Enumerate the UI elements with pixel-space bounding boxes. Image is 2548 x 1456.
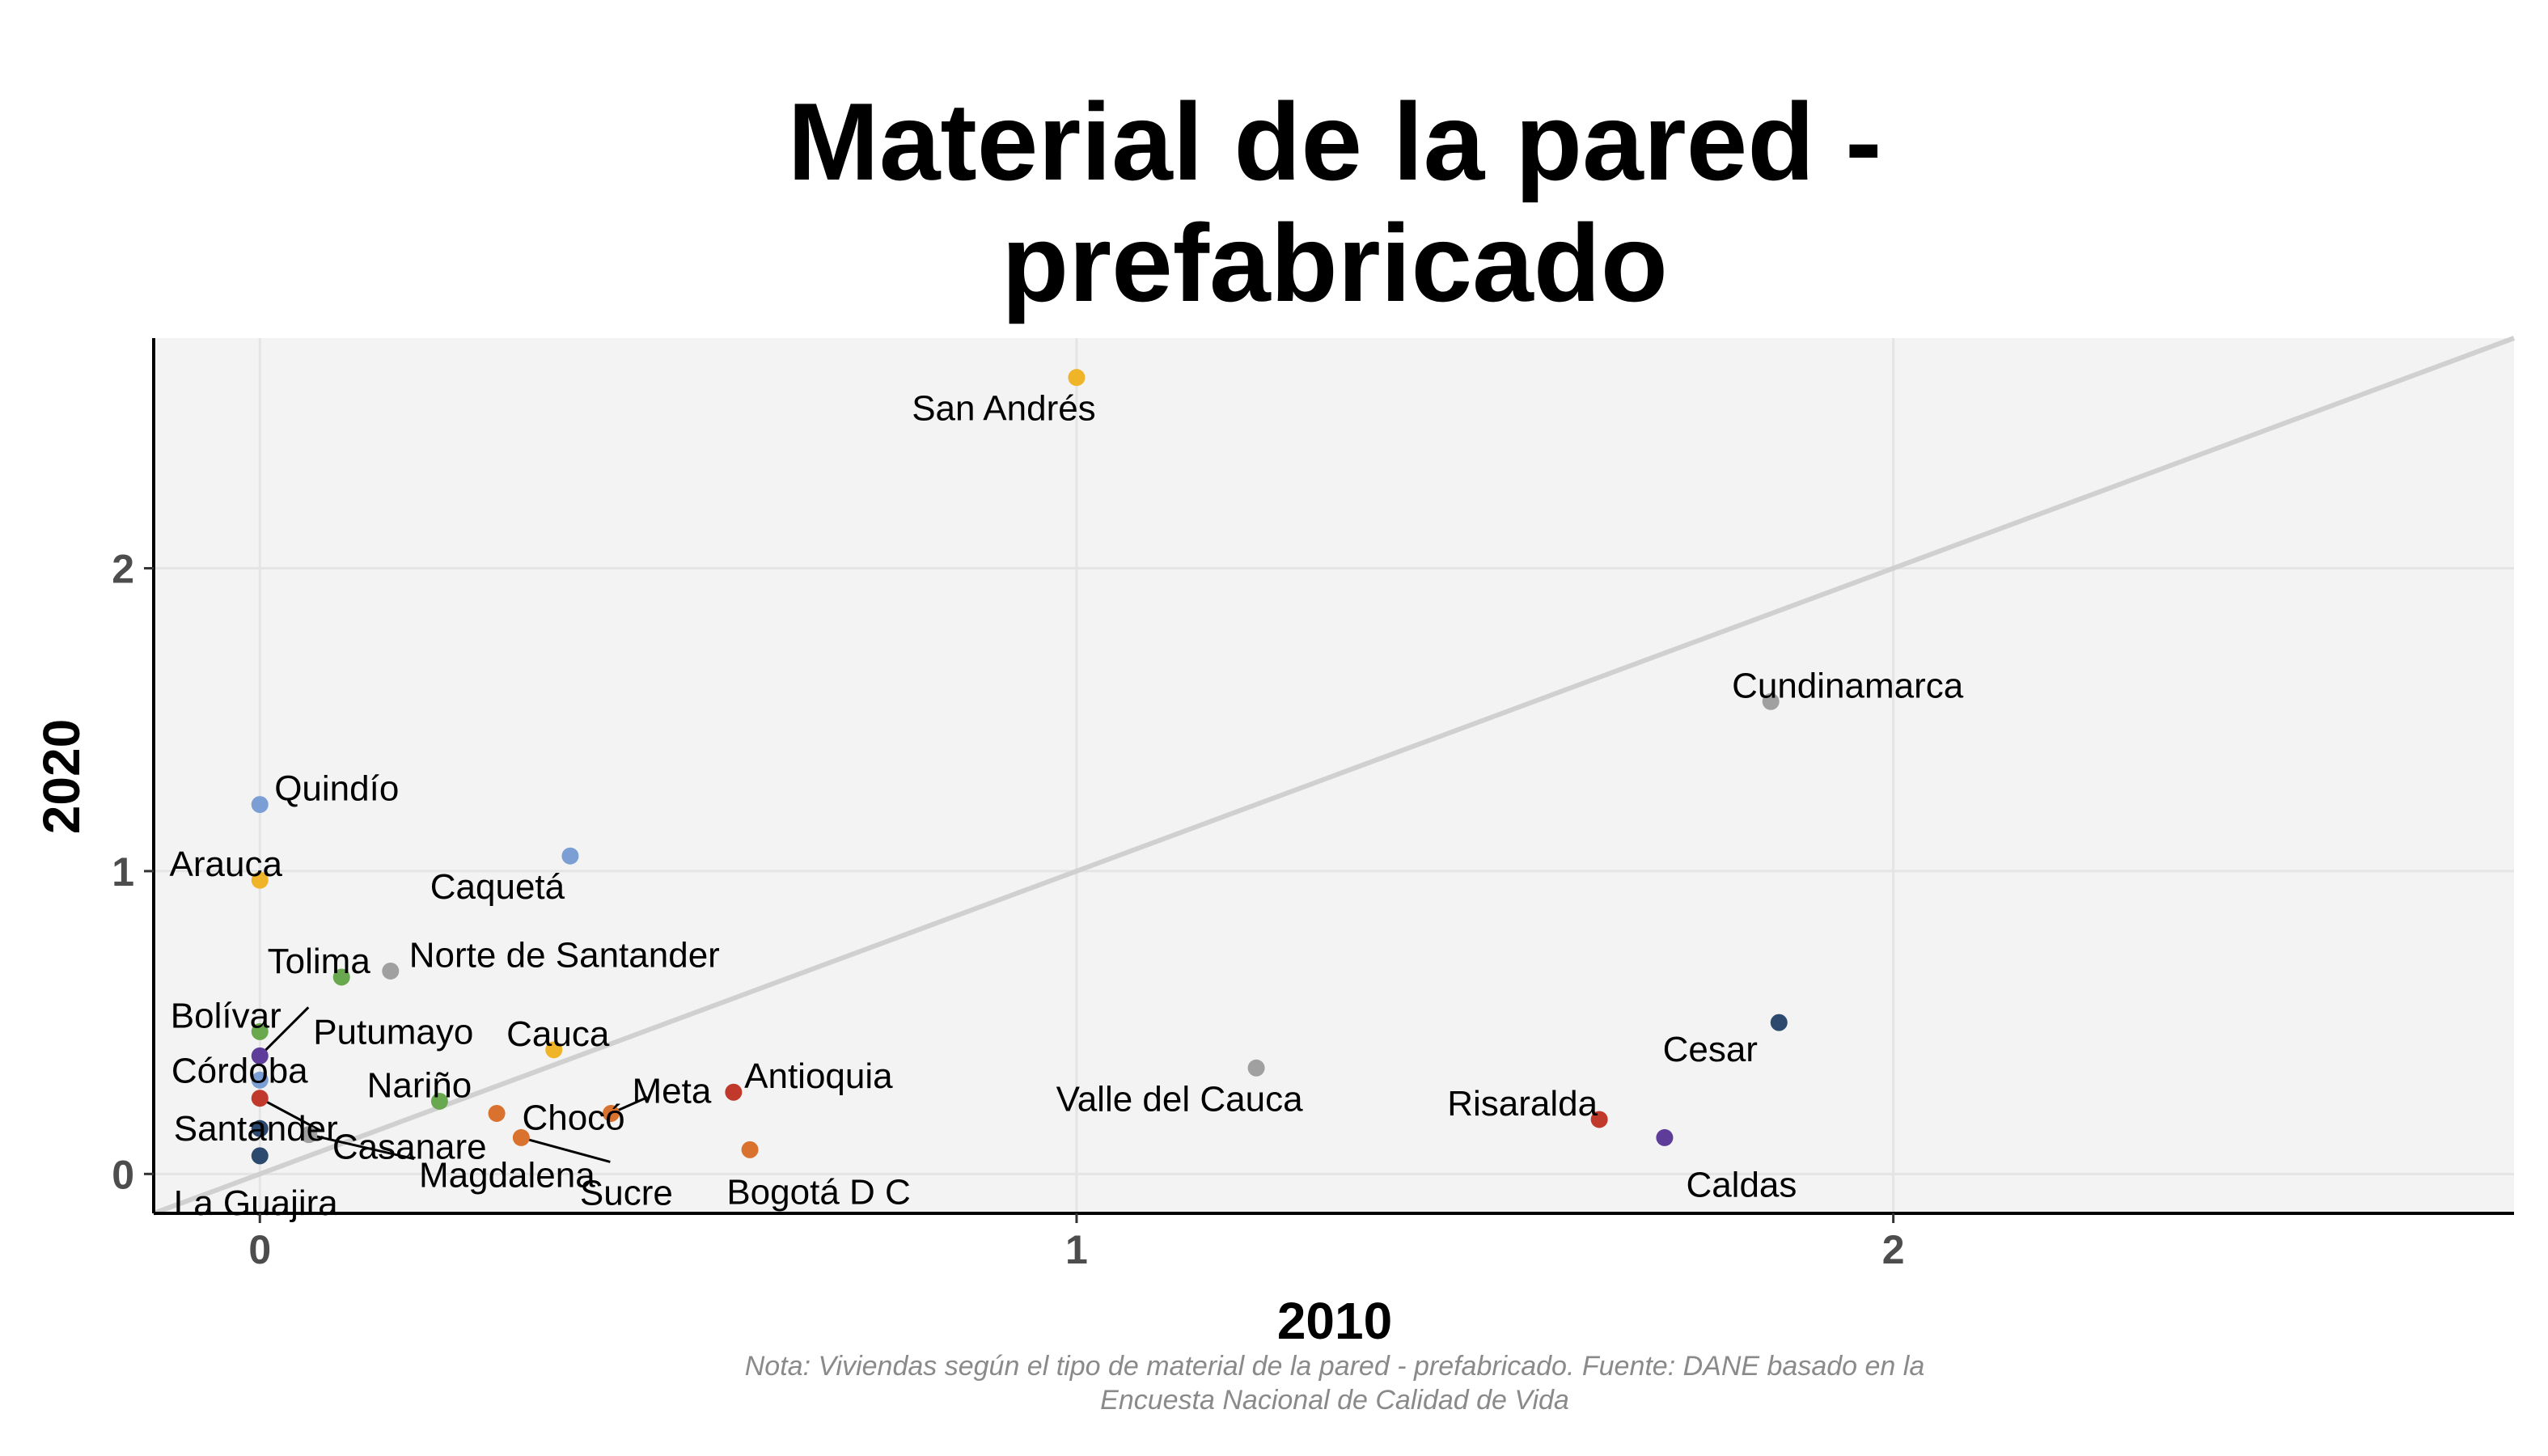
point-la-guajira <box>251 1147 269 1165</box>
point-quindio <box>251 796 269 814</box>
label-leader-lines <box>259 1006 649 1163</box>
y-tick-label: 0 <box>112 1152 134 1197</box>
label-sucre: Sucre <box>580 1173 673 1213</box>
label-casanare: Casanare <box>332 1128 487 1167</box>
point-putumayo <box>251 1047 269 1064</box>
x-axis-title: 2010 <box>1277 1292 1392 1350</box>
axes <box>144 338 2514 1223</box>
label-valle-del-cauca: Valle del Cauca <box>1056 1079 1303 1119</box>
y-tick-label: 2 <box>112 547 134 592</box>
label-cesar: Cesar <box>1663 1030 1758 1069</box>
point-narino <box>430 1092 448 1110</box>
x-tick-label: 0 <box>248 1227 271 1272</box>
point-meta <box>602 1104 620 1122</box>
label-bogota-d-c: Bogotá D C <box>726 1172 910 1212</box>
point-sucre <box>512 1128 530 1146</box>
label-meta: Meta <box>633 1071 712 1111</box>
y-tick-label: 1 <box>112 849 134 895</box>
point-arauca <box>251 871 269 889</box>
label-putumayo: Putumayo <box>313 1012 473 1052</box>
point-valle-del-cauca <box>1247 1059 1265 1077</box>
point-casanare <box>251 1090 269 1107</box>
label-cordoba: Córdoba <box>171 1051 308 1090</box>
chart-title-line-2: prefabricado <box>1001 201 1668 324</box>
point-cundinamarca <box>1762 692 1780 710</box>
point-risaralda <box>1590 1111 1608 1128</box>
label-caldas: Caldas <box>1686 1165 1797 1204</box>
leader-casanare <box>259 1097 321 1132</box>
point-norte-de-santander <box>382 962 400 980</box>
label-risaralda: Risaralda <box>1447 1084 1598 1124</box>
leader-sucre <box>520 1136 611 1163</box>
label-quindio: Quindío <box>274 769 399 809</box>
point-cesar <box>1770 1014 1788 1031</box>
label-magdalena: Magdalena <box>419 1156 595 1196</box>
label-choco: Chocó <box>522 1098 624 1137</box>
point-cordoba <box>251 1071 269 1089</box>
caption-line-2: Encuesta Nacional de Calidad de Vida <box>1100 1385 1569 1416</box>
label-santander: Santander <box>174 1109 338 1149</box>
leader-magdalena <box>308 1133 415 1161</box>
caption-line-1: Nota: Viviendas según el tipo de materia… <box>745 1351 1924 1382</box>
label-arauca: Arauca <box>170 844 283 884</box>
point-cauca <box>545 1041 563 1059</box>
point-antioquia <box>725 1083 743 1101</box>
label-tolima: Tolima <box>268 942 371 981</box>
point-magdalena <box>300 1126 318 1144</box>
point-santander <box>251 1120 269 1137</box>
point-tolima <box>332 968 350 986</box>
point-bolivar <box>251 1022 269 1040</box>
label-san-andres: San Andrés <box>912 389 1096 429</box>
label-narino: Nariño <box>367 1065 472 1105</box>
point-labels: San Andrés Cundinamarca Quindío Caquetá Arau… <box>170 389 1964 1223</box>
label-la-guajira: La Guajira <box>174 1183 339 1223</box>
point-bogota-d-c <box>741 1141 759 1158</box>
point-caldas <box>1656 1128 1674 1146</box>
y-axis-title: 2020 <box>32 719 91 834</box>
data-points <box>251 369 1788 1165</box>
label-norte-de-santander: Norte de Santander <box>409 935 720 975</box>
point-san-andres <box>1068 369 1086 387</box>
reference-line <box>152 336 2516 1216</box>
x-tick-label: 1 <box>1065 1227 1088 1272</box>
label-antioquia: Antioquia <box>744 1056 893 1096</box>
tick-labels: 0 1 2 0 1 2 <box>112 547 1904 1272</box>
label-caqueta: Caquetá <box>430 867 565 907</box>
point-choco <box>488 1104 506 1122</box>
leader-putumayo <box>259 1006 310 1057</box>
point-caqueta <box>561 847 579 865</box>
chart-title-line-1: Material de la pared - <box>788 80 1882 203</box>
label-cundinamarca: Cundinamarca <box>1732 666 1964 705</box>
label-cauca: Cauca <box>506 1014 610 1054</box>
x-tick-label: 2 <box>1882 1227 1905 1272</box>
grid-lines <box>154 338 2514 1213</box>
label-bolivar: Bolívar <box>171 996 281 1035</box>
